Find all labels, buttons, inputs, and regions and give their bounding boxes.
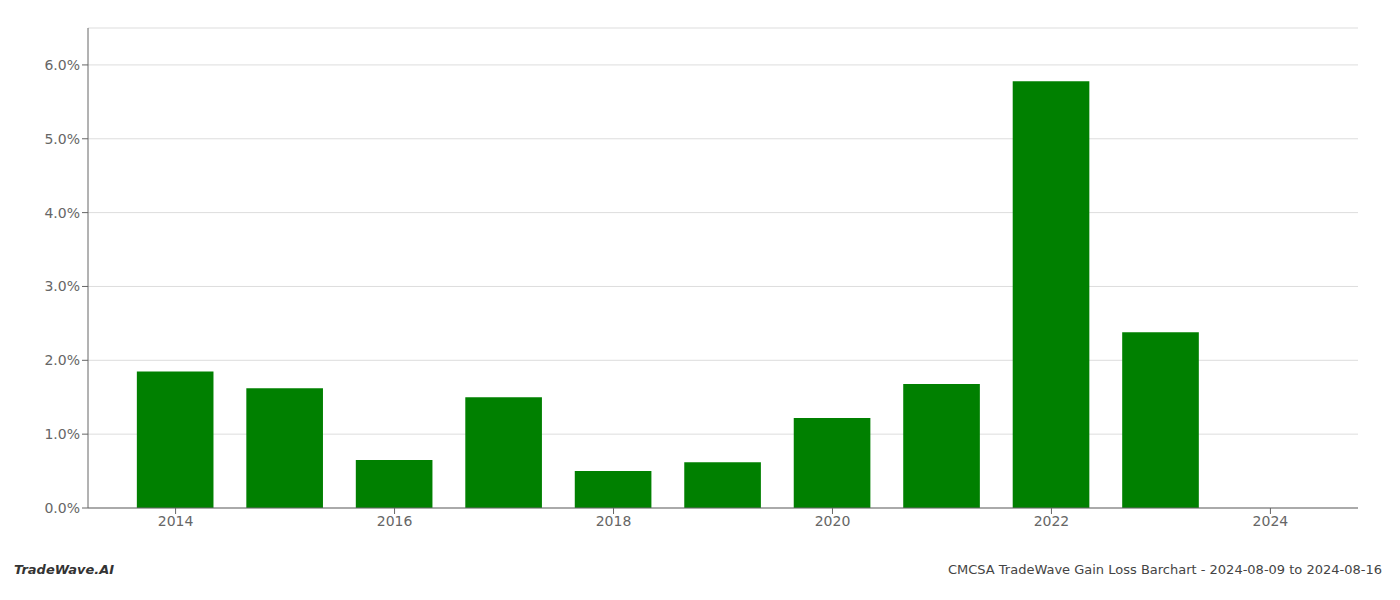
- svg-text:2016: 2016: [377, 513, 413, 529]
- svg-text:6.0%: 6.0%: [44, 57, 80, 73]
- svg-text:4.0%: 4.0%: [44, 205, 80, 221]
- svg-text:2024: 2024: [1253, 513, 1289, 529]
- html-text:CMCSA TradeWave Gain Loss Barc: CMCSA TradeWave Gain Loss Barchart - 202…: [947, 562, 1382, 577]
- svg-text:2014: 2014: [158, 513, 194, 529]
- svg-text:3.0%: 3.0%: [44, 278, 80, 294]
- svg-text:2020: 2020: [815, 513, 851, 529]
- svg-text:2.0%: 2.0%: [44, 352, 80, 368]
- svg-text:2022: 2022: [1034, 513, 1070, 529]
- svg-text:5.0%: 5.0%: [44, 131, 80, 147]
- svg-text:1.0%: 1.0%: [44, 426, 80, 442]
- svg-text:0.0%: 0.0%: [44, 500, 80, 516]
- html-text:TradeWave.AI: TradeWave.AI: [14, 562, 115, 577]
- svg-text:2018: 2018: [596, 513, 632, 529]
